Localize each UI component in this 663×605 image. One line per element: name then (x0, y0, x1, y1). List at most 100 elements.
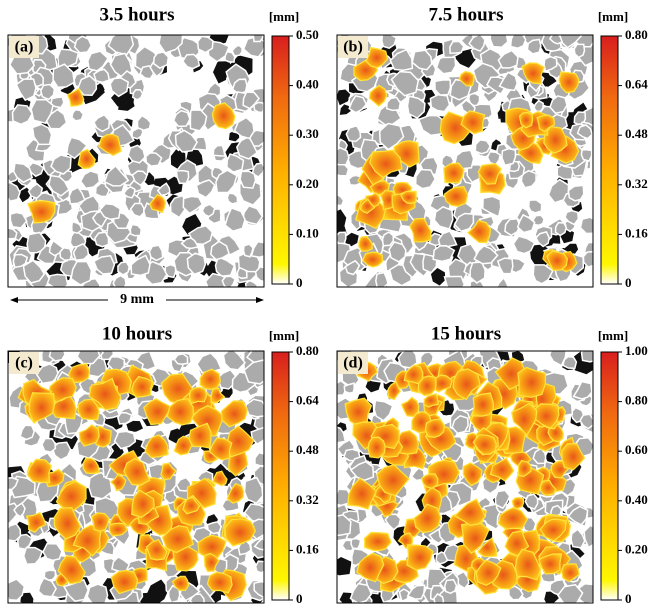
dissolution-patch (497, 506, 529, 530)
dissolution-patch (475, 559, 502, 586)
grain (129, 202, 145, 218)
grain (87, 50, 109, 72)
dissolution-patch (82, 457, 100, 475)
grain (174, 129, 198, 153)
grain (243, 476, 264, 505)
grain (580, 351, 593, 363)
dissolution-patch (538, 553, 563, 575)
grain (22, 259, 46, 284)
grain (22, 546, 44, 566)
grain (508, 585, 524, 601)
dissolution-patch (413, 503, 442, 534)
colorbar-tick-label: 0.20 (625, 541, 648, 556)
grain (433, 593, 445, 603)
dissolution-patch (467, 219, 492, 244)
ct-image (337, 35, 593, 287)
grain (15, 78, 37, 102)
colorbar-tick-label: 0.32 (625, 176, 648, 191)
pore (339, 104, 351, 115)
panel-title: 15 hours (431, 323, 501, 344)
grain (254, 560, 264, 574)
ct-image (8, 35, 264, 287)
grain (92, 113, 111, 133)
grain (348, 94, 368, 114)
grain (31, 123, 53, 146)
grain (457, 243, 479, 268)
colorbar (600, 351, 619, 601)
panel-title: 7.5 hours (429, 4, 504, 25)
grain (8, 522, 22, 542)
grain (253, 411, 264, 432)
dissolution-patch (452, 368, 481, 401)
colorbar-tick-label: 1.00 (625, 343, 648, 358)
dissolution-patch (144, 434, 169, 459)
grain (156, 182, 171, 197)
dissolution-patch (400, 396, 420, 418)
grain (233, 116, 255, 140)
grain (182, 195, 204, 215)
grain (175, 169, 190, 185)
label-bg (9, 36, 39, 58)
grain (397, 351, 418, 369)
dissolution-patch (25, 511, 47, 533)
grain (580, 149, 593, 163)
grain (71, 108, 85, 122)
grain (41, 437, 57, 453)
grain (173, 353, 189, 365)
grain (186, 252, 207, 276)
grain (384, 513, 402, 531)
grain (201, 203, 216, 218)
dissolution-patch (77, 148, 96, 170)
dissolution-patch (53, 507, 82, 540)
dissolution-patch (212, 470, 228, 487)
grain (406, 95, 426, 119)
grain (375, 271, 389, 287)
dissolution-patch (72, 524, 103, 557)
panel-label: (c) (15, 355, 33, 372)
grain (46, 273, 69, 287)
grain (242, 204, 264, 226)
dissolution-patch (386, 380, 402, 401)
ct-image (8, 351, 264, 603)
grain (92, 254, 116, 275)
dissolution-patch (208, 437, 233, 461)
dissolution-patch (358, 235, 373, 252)
dissolution-patch (536, 114, 556, 133)
grain (337, 162, 350, 177)
dissolution-patch (472, 434, 497, 456)
grain (52, 63, 76, 89)
grain (474, 139, 492, 155)
grain (337, 426, 347, 444)
grain (158, 35, 184, 54)
grain (443, 578, 458, 595)
dissolution-patch (131, 375, 154, 398)
grain (103, 164, 130, 187)
grain (172, 109, 191, 128)
grain (152, 51, 170, 69)
grain (59, 246, 73, 261)
grain (250, 240, 264, 258)
dissolution-patch (171, 575, 190, 592)
grain (516, 213, 536, 234)
grain (576, 124, 593, 140)
colorbar-tick-label: 0.16 (296, 541, 319, 556)
dissolution-patch (558, 71, 580, 94)
dissolution-patch (68, 363, 91, 384)
grain (429, 93, 451, 113)
panel: 3.5 hours [mm] (a) 0.50 0.40 0.30 0.20 0.10 0 (7, 4, 319, 290)
grain (345, 124, 362, 143)
grain (434, 79, 452, 96)
grain (8, 578, 26, 602)
dissolution-patch (210, 387, 226, 404)
dissolution-patch (443, 162, 465, 184)
grain (526, 38, 542, 55)
grain (73, 35, 93, 54)
grain (116, 411, 133, 425)
grain (582, 250, 593, 268)
grain (251, 162, 264, 178)
grain (556, 583, 584, 603)
dissolution-patch (77, 398, 100, 421)
panel: 7.5 hours [mm] (b) 0.80 0.64 0.48 0.32 0.16 0 (336, 4, 648, 290)
colorbar (271, 35, 290, 285)
